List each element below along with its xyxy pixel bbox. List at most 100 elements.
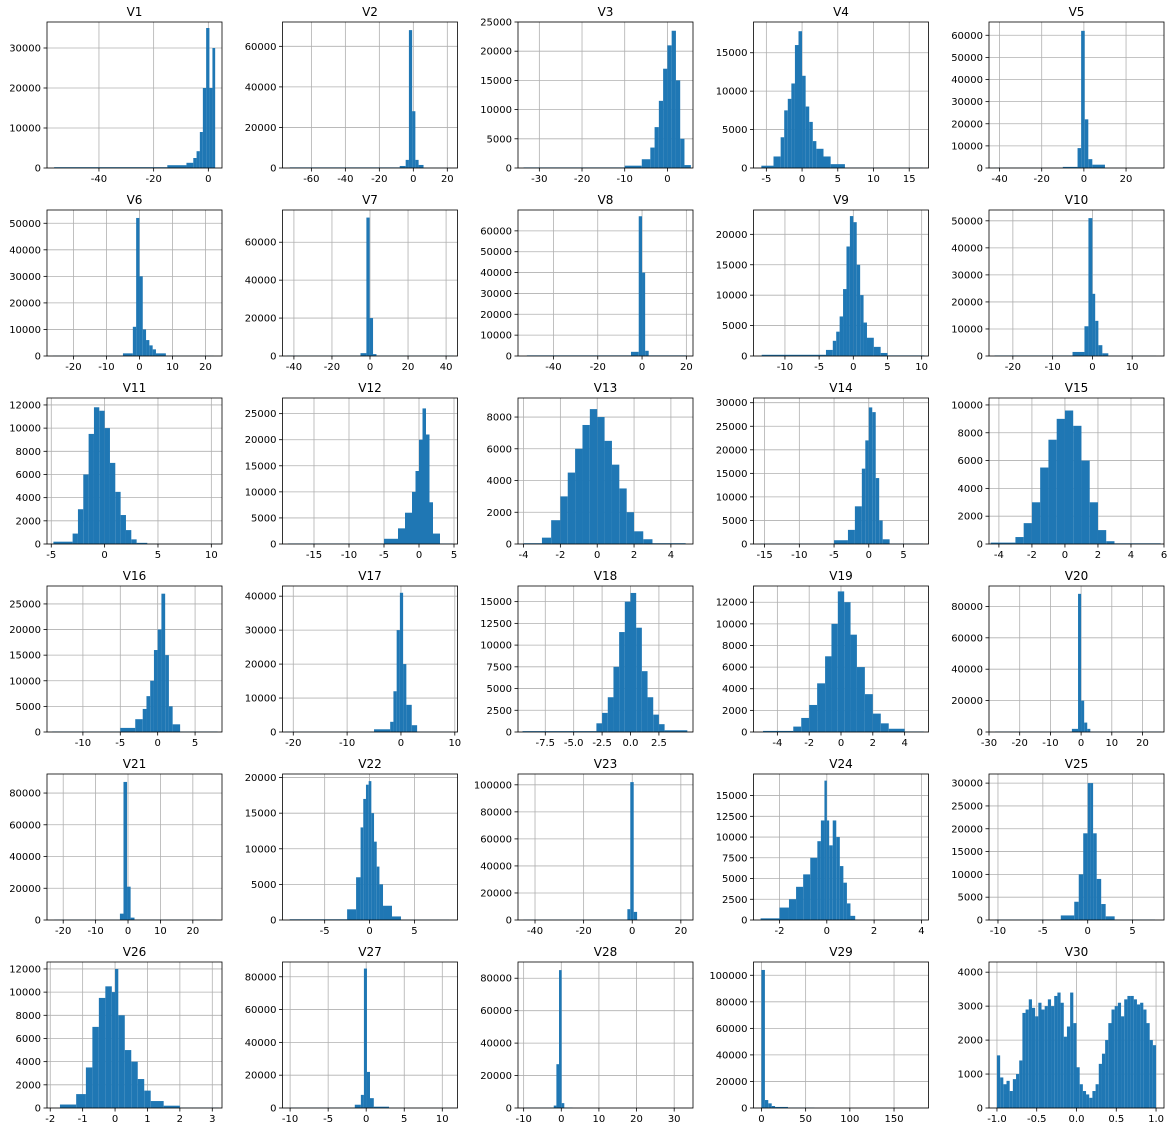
bar [638, 216, 643, 356]
x-tick-label: 1 [144, 1114, 150, 1125]
chart-title: V9 [833, 193, 849, 207]
bar [996, 1055, 1001, 1108]
bar [849, 216, 854, 356]
bar [761, 165, 774, 168]
x-tick-label: -40 [527, 926, 543, 937]
bar [567, 472, 576, 544]
bar [115, 968, 119, 1108]
bar [1102, 353, 1109, 356]
y-tick-label: 12500 [716, 812, 748, 823]
x-tick-label: 20 [1136, 738, 1149, 749]
bar [146, 696, 151, 732]
y-tick-label: 20000 [716, 445, 748, 456]
bar [111, 992, 116, 1108]
bar [611, 464, 620, 544]
y-tick-label: 40000 [9, 245, 41, 256]
bar [1098, 1063, 1102, 1108]
x-tick-label: -5 [46, 550, 56, 561]
bar [643, 539, 653, 544]
bar [794, 45, 799, 169]
y-tick-label: 5000 [487, 134, 512, 145]
bar [836, 331, 840, 356]
x-tick-label: -40 [286, 362, 302, 373]
bar [541, 537, 552, 544]
bar [155, 353, 166, 356]
y-tick-label: 30000 [951, 97, 983, 108]
y-tick-label: 0 [35, 352, 41, 363]
bar [1092, 164, 1105, 168]
x-tick-label: 10 [436, 1114, 449, 1125]
bar [105, 986, 112, 1108]
x-tick-label: -10 [990, 926, 1006, 937]
y-tick-label: 2000 [16, 516, 41, 527]
bar [809, 704, 818, 732]
bar [624, 165, 642, 168]
y-tick-label: 60000 [480, 1006, 512, 1017]
bar [1071, 728, 1079, 732]
y-tick-label: 10000 [480, 331, 512, 342]
bar [850, 634, 857, 732]
x-tick-label: 0 [838, 738, 844, 749]
bar [1092, 1091, 1096, 1108]
y-tick-label: 10000 [245, 844, 277, 855]
x-tick-label: 5 [451, 550, 457, 561]
bar [433, 533, 440, 544]
y-tick-label: 2000 [958, 1036, 983, 1047]
bar [1111, 1009, 1115, 1108]
bar [553, 1105, 557, 1108]
bar [1149, 1040, 1153, 1108]
bar [784, 110, 788, 168]
x-tick-label: -20 [371, 174, 387, 185]
x-tick-label: 6 [1161, 550, 1167, 561]
bar [360, 353, 367, 356]
y-tick-label: 40000 [245, 82, 277, 93]
axes-frame [517, 961, 694, 1109]
bar [1083, 833, 1088, 920]
bar [850, 915, 856, 920]
y-tick-label: 15000 [716, 48, 748, 59]
bar [1143, 1009, 1147, 1108]
bar [1084, 722, 1088, 732]
bar [641, 671, 648, 732]
y-tick-label: 5000 [722, 874, 747, 885]
y-tick-label: 10000 [9, 424, 41, 435]
x-tick-label: 20 [402, 362, 415, 373]
y-tick-label: 60000 [245, 238, 277, 249]
y-tick-label: 60000 [245, 42, 277, 53]
bar [805, 106, 810, 168]
bar [802, 75, 806, 168]
bar [1095, 1084, 1099, 1108]
y-tick-label: 40000 [480, 1039, 512, 1050]
bar [144, 1090, 151, 1108]
chart-title: V21 [123, 757, 146, 771]
x-tick-label: 0 [758, 1114, 764, 1125]
bar [607, 697, 614, 732]
bar [645, 350, 649, 356]
x-tick-label: 0 [398, 738, 404, 749]
bar [1152, 1045, 1157, 1108]
bar [370, 1098, 374, 1108]
bar [823, 156, 831, 168]
axes-frame [46, 21, 223, 169]
y-tick-label: 0 [977, 164, 983, 175]
x-tick-label: -4 [994, 550, 1004, 561]
bar [888, 728, 905, 732]
y-tick-label: 20000 [245, 773, 277, 784]
x-tick-label: -2 [775, 926, 785, 937]
bar [760, 918, 780, 920]
bar [76, 1094, 86, 1108]
y-tick-label: 6000 [958, 456, 983, 467]
x-tick-label: -10 [98, 362, 114, 373]
x-tick-label: 0 [594, 550, 600, 561]
bar [880, 723, 889, 732]
y-tick-label: 30000 [480, 289, 512, 300]
x-tick-label: 20 [186, 926, 199, 937]
axes-frame [517, 773, 694, 921]
bar [360, 1094, 364, 1108]
bar [408, 30, 413, 168]
y-tick-label: 5000 [251, 880, 276, 891]
bar [836, 837, 840, 920]
bar [684, 165, 691, 168]
y-tick-label: 40000 [716, 1050, 748, 1061]
bar [633, 911, 638, 920]
